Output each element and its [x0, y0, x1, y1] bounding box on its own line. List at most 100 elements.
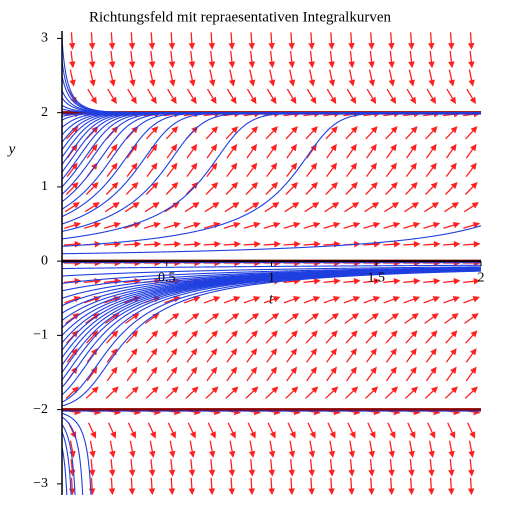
- direction-arrow: [368, 50, 375, 69]
- direction-arrow: [188, 32, 196, 50]
- direction-arrow: [208, 32, 216, 50]
- direction-arrow: [148, 477, 156, 495]
- direction-arrow: [327, 422, 336, 439]
- direction-arrow: [467, 422, 476, 439]
- integral-curve: [62, 266, 482, 277]
- direction-arrow: [268, 477, 275, 495]
- direction-arrow: [284, 202, 300, 213]
- direction-arrow: [325, 330, 338, 344]
- direction-arrow: [386, 143, 397, 159]
- direction-arrow: [64, 202, 80, 213]
- direction-arrow: [448, 459, 455, 477]
- direction-arrow: [124, 313, 140, 324]
- direction-arrow: [188, 477, 196, 495]
- direction-arrow: [405, 348, 417, 363]
- direction-arrow: [345, 386, 359, 399]
- direction-arrow: [125, 181, 139, 195]
- direction-arrow: [185, 386, 199, 399]
- direction-arrow: [388, 459, 395, 477]
- direction-arrow: [408, 440, 415, 458]
- y-axis-label: y: [7, 141, 16, 157]
- integral-curve: [62, 112, 481, 232]
- direction-arrow: [105, 386, 119, 399]
- direction-arrow: [288, 459, 295, 477]
- direction-arrow: [268, 459, 276, 477]
- direction-arrow: [388, 477, 395, 495]
- direction-arrow: [425, 330, 438, 344]
- direction-arrow: [428, 32, 435, 50]
- direction-arrow: [305, 330, 318, 344]
- direction-arrow: [346, 348, 357, 363]
- direction-arrow: [407, 422, 416, 439]
- direction-arrow: [443, 296, 460, 304]
- direction-arrow: [225, 126, 239, 140]
- direction-arrow: [348, 50, 355, 69]
- direction-arrow: [423, 278, 441, 285]
- direction-arrow: [345, 126, 358, 140]
- direction-arrow: [183, 221, 201, 229]
- direction-arrow: [268, 50, 276, 69]
- integral-curve: [62, 112, 481, 240]
- direction-arrow: [324, 202, 340, 213]
- direction-arrow: [404, 202, 420, 213]
- direction-arrow: [405, 126, 418, 140]
- direction-arrow: [425, 366, 437, 382]
- direction-arrow: [445, 181, 458, 195]
- direction-arrow: [108, 477, 116, 495]
- direction-arrow: [385, 348, 397, 363]
- direction-arrow: [365, 181, 378, 195]
- direction-arrow: [427, 422, 436, 439]
- direction-arrow: [165, 386, 179, 399]
- direction-arrow: [403, 241, 421, 248]
- integral-curve: [62, 112, 481, 143]
- direction-arrow: [288, 69, 296, 87]
- x-tick-label: 1: [268, 270, 275, 285]
- direction-arrow: [147, 422, 156, 439]
- direction-arrow: [384, 313, 399, 324]
- y-tick-label: −3: [33, 476, 48, 491]
- direction-arrow: [243, 241, 262, 248]
- direction-arrow: [444, 202, 460, 213]
- direction-arrow: [126, 348, 138, 363]
- direction-arrow: [106, 330, 119, 344]
- direction-arrow: [445, 126, 458, 140]
- direction-arrow: [244, 202, 260, 213]
- direction-arrow: [306, 348, 317, 363]
- direction-arrow: [205, 181, 219, 195]
- direction-arrow: [448, 69, 455, 87]
- direction-arrow: [286, 348, 298, 363]
- direction-arrow: [404, 313, 419, 324]
- direction-arrow: [226, 88, 237, 105]
- direction-arrow: [385, 162, 397, 177]
- integral-curve: [62, 112, 481, 247]
- direction-arrow: [465, 366, 477, 382]
- direction-arrow: [226, 348, 238, 363]
- direction-arrow: [328, 32, 335, 50]
- integral-curve: [62, 264, 482, 270]
- direction-arrow: [425, 181, 438, 195]
- direction-arrow: [66, 162, 78, 177]
- direction-arrow: [205, 386, 219, 399]
- direction-arrow: [405, 330, 418, 344]
- direction-arrow: [243, 296, 261, 304]
- direction-arrow: [108, 32, 116, 50]
- direction-arrow: [248, 477, 255, 495]
- direction-arrow: [428, 459, 435, 477]
- direction-arrow: [463, 202, 479, 213]
- direction-arrow: [206, 143, 218, 159]
- direction-arrow: [127, 422, 136, 439]
- direction-arrow: [388, 50, 395, 69]
- direction-arrow: [366, 88, 377, 105]
- integral-curve: [62, 269, 482, 381]
- direction-arrow: [288, 477, 295, 495]
- direction-arrow: [147, 88, 157, 105]
- direction-arrow: [146, 366, 158, 382]
- direction-arrow: [463, 296, 480, 304]
- direction-arrow: [368, 440, 375, 458]
- direction-arrow: [103, 241, 122, 248]
- direction-arrow: [145, 126, 159, 140]
- axes: 0.5 1 1.5 2 −3 −2 −1 0 1 2 3: [33, 31, 485, 495]
- direction-arrow: [308, 32, 315, 50]
- direction-arrow: [448, 477, 455, 495]
- direction-arrow: [468, 69, 475, 87]
